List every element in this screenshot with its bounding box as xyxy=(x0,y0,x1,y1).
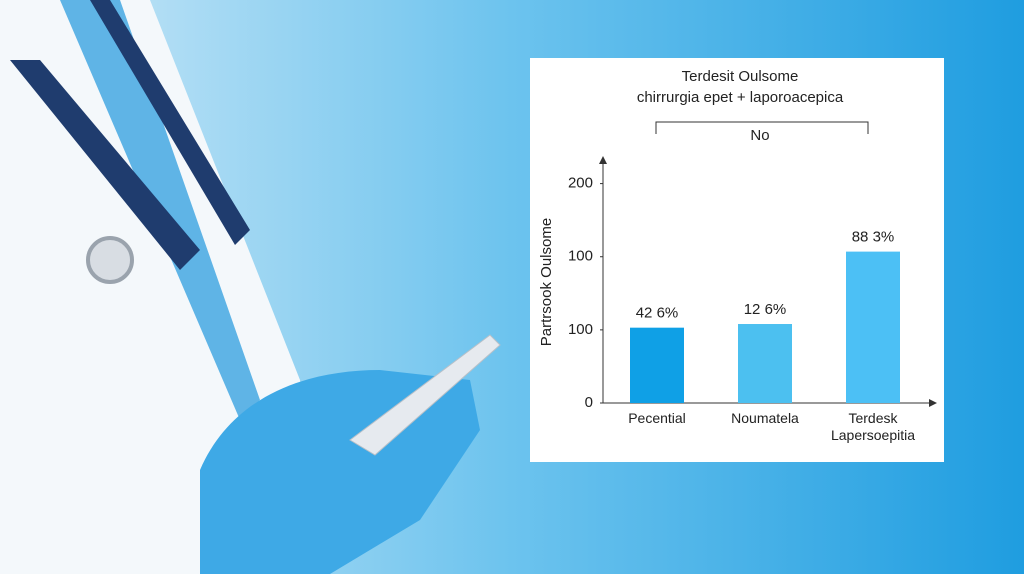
doctor-illustration xyxy=(0,0,501,574)
chart-title: Terdesit Oulsome xyxy=(682,68,799,85)
bar-annotation: 88 3% xyxy=(852,229,895,246)
bar xyxy=(846,251,900,403)
legend-bracket xyxy=(655,121,869,134)
bar xyxy=(738,324,792,403)
bar-annotation: 12 6% xyxy=(744,301,787,318)
legend-label: No xyxy=(750,127,769,144)
x-tick-label: Noumatela xyxy=(731,410,799,426)
y-tick-label: 100 xyxy=(568,248,593,265)
x-tick-label: Pecential xyxy=(628,410,686,426)
y-arrow xyxy=(599,156,607,164)
y-tick-label: 200 xyxy=(568,175,593,192)
bar xyxy=(630,327,684,403)
y-axis-label: Partrsook Oulsome xyxy=(538,218,555,346)
chart-subtitle: chirrurgia epet + laporoacepica xyxy=(637,89,844,106)
y-tick-label: 0 xyxy=(585,394,593,411)
x-arrow xyxy=(929,399,937,407)
bar-annotation: 42 6% xyxy=(636,305,679,322)
x-tick-label: Terdesk Lapersoepitia xyxy=(830,410,916,443)
y-tick-label: 100 xyxy=(568,321,593,338)
